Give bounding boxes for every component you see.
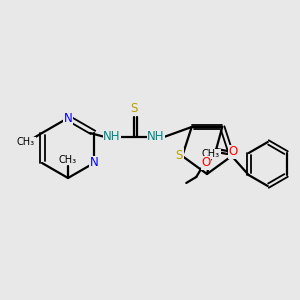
Text: CH₃: CH₃ [202,149,220,159]
Text: N: N [64,112,72,124]
Text: S: S [176,148,183,161]
Text: NH: NH [147,130,165,143]
Text: NH: NH [103,130,121,143]
Text: N: N [90,157,98,169]
Text: O: O [202,157,211,169]
Text: CH₃: CH₃ [59,155,77,165]
Text: O: O [229,146,238,158]
Text: S: S [130,103,138,116]
Text: CH₃: CH₃ [17,137,35,147]
